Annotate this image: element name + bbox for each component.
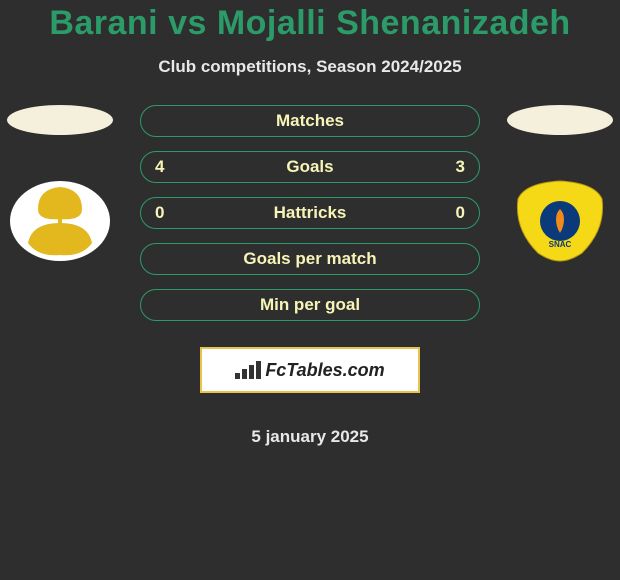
right-team-name-badge (507, 105, 613, 135)
stat-row-goals-per-match: Goals per match (140, 243, 480, 275)
page-title: Barani vs Mojalli Shenanizadeh (0, 4, 620, 43)
brand-text: FcTables.com (265, 360, 384, 381)
stat-left-value: 0 (155, 203, 164, 223)
right-team-col: SNAC (500, 105, 620, 261)
stat-label: Hattricks (274, 203, 347, 223)
left-team-col (0, 105, 120, 261)
comparison-card: Barani vs Mojalli Shenanizadeh Club comp… (0, 0, 620, 447)
stat-right-value: 3 (456, 157, 465, 177)
brand-box[interactable]: FcTables.com (200, 347, 420, 393)
left-team-logo (10, 181, 110, 261)
stat-row-min-per-goal: Min per goal (140, 289, 480, 321)
stat-label: Min per goal (260, 295, 360, 315)
stat-row-hattricks: 0 Hattricks 0 (140, 197, 480, 229)
stat-row-matches: Matches (140, 105, 480, 137)
subtitle: Club competitions, Season 2024/2025 (0, 57, 620, 77)
stat-right-value: 0 (456, 203, 465, 223)
date-text: 5 january 2025 (251, 427, 368, 447)
right-team-logo: SNAC (510, 181, 610, 261)
shield-icon: SNAC (510, 179, 610, 263)
stat-row-goals: 4 Goals 3 (140, 151, 480, 183)
svg-text:SNAC: SNAC (549, 240, 572, 249)
stats-column: Matches 4 Goals 3 0 Hattricks 0 Goals pe… (140, 105, 480, 447)
tri-leaf-icon (10, 181, 110, 261)
stat-left-value: 4 (155, 157, 164, 177)
stat-label: Matches (276, 111, 344, 131)
stat-label: Goals per match (243, 249, 376, 269)
stat-label: Goals (286, 157, 333, 177)
left-team-name-badge (7, 105, 113, 135)
main-row: Matches 4 Goals 3 0 Hattricks 0 Goals pe… (0, 105, 620, 447)
bar-chart-icon (235, 361, 261, 379)
